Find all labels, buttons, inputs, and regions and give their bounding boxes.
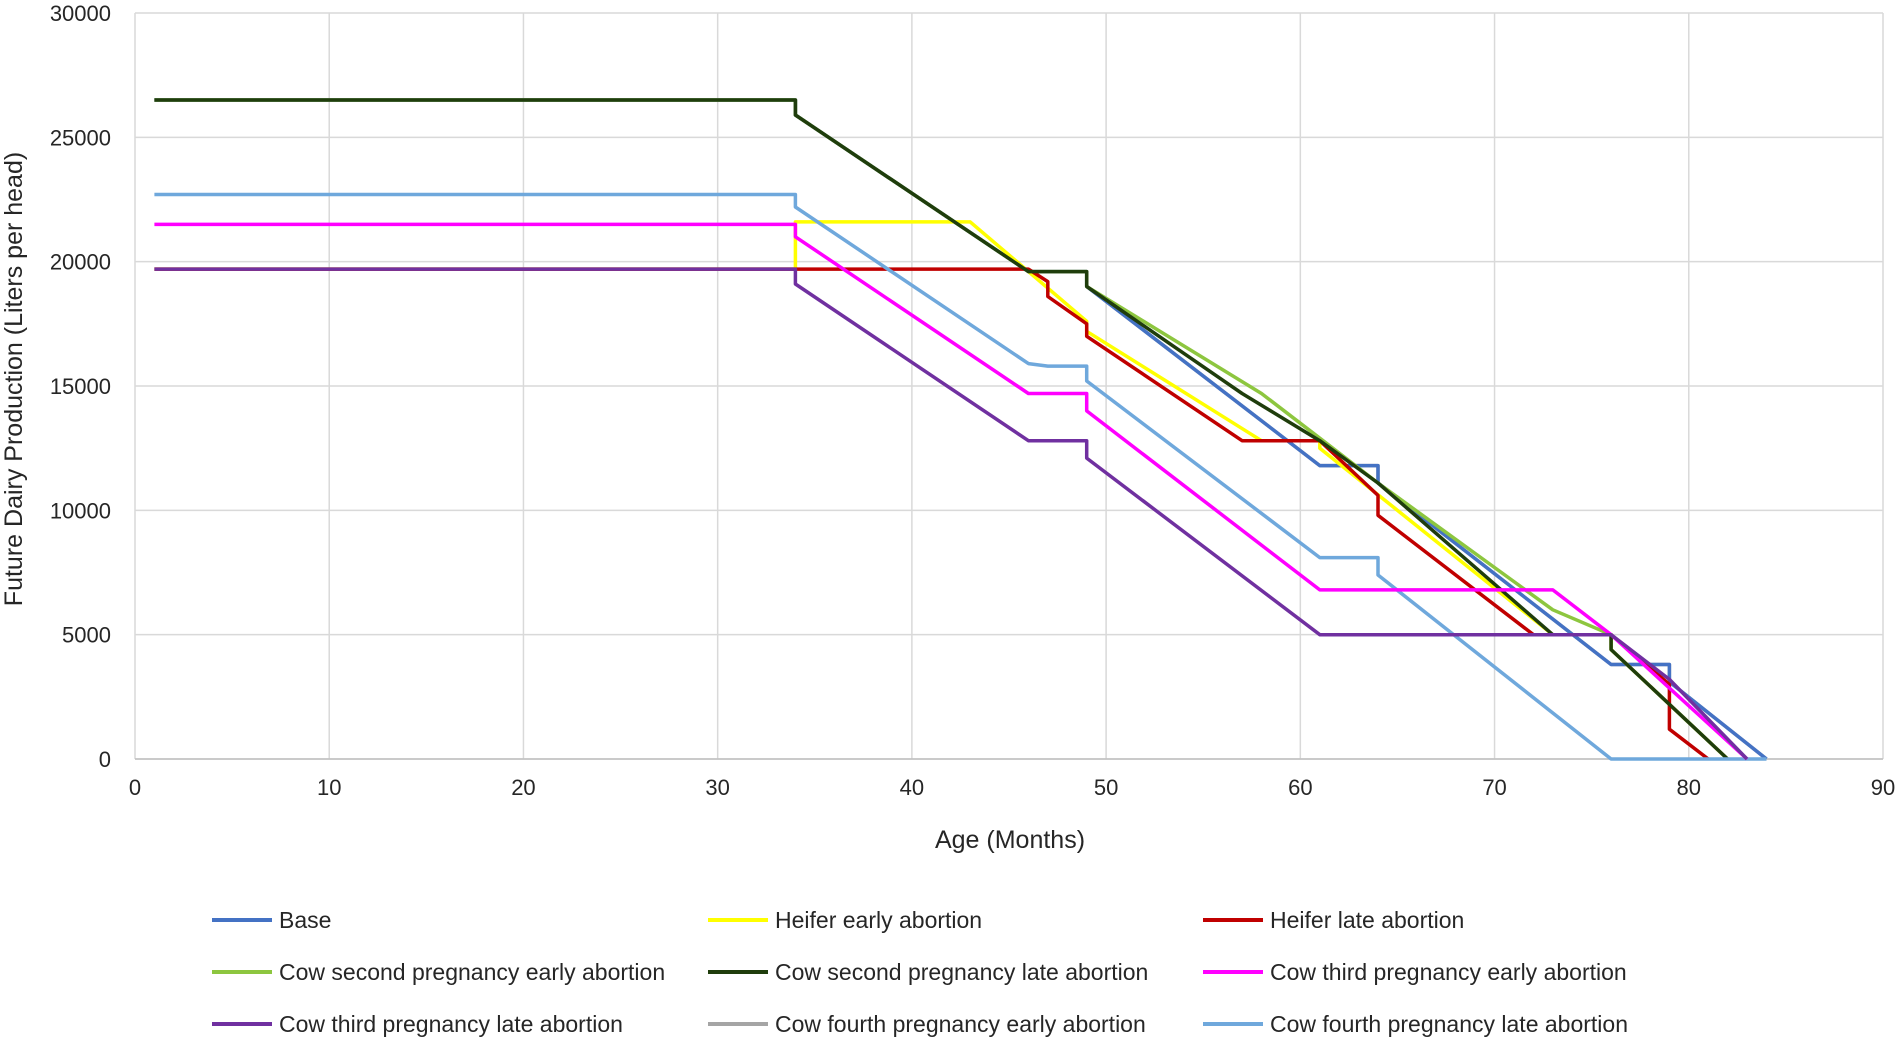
legend-item: Cow third pregnancy late abortion (212, 1011, 623, 1037)
x-tick-label: 10 (317, 775, 341, 800)
y-tick-label: 15000 (50, 374, 111, 399)
legend-item: Heifer early abortion (708, 907, 982, 933)
x-tick-label: 80 (1677, 775, 1701, 800)
legend-item: Heifer late abortion (1203, 907, 1464, 933)
series-line-cow-fourth-pregnancy-early-abortion (154, 98, 1768, 761)
series-line-cow-third-pregnancy-early-abortion (154, 222, 1749, 761)
x-tick-label: 20 (511, 775, 535, 800)
x-axis-title: Age (Months) (935, 826, 1085, 854)
y-tick-label: 30000 (50, 1, 111, 26)
series-line-cow-second-pregnancy-late-abortion (154, 98, 1729, 761)
series-line-heifer-late-abortion (154, 267, 1710, 761)
legend-item: Cow third pregnancy early abortion (1203, 959, 1627, 985)
legend-label: Heifer late abortion (1270, 907, 1464, 933)
x-tick-label: 60 (1288, 775, 1312, 800)
series-lines (154, 98, 1768, 761)
legend-item: Cow second pregnancy early abortion (212, 959, 665, 985)
x-tick-label: 30 (705, 775, 729, 800)
x-tick-label: 50 (1094, 775, 1118, 800)
legend-label: Cow second pregnancy late abortion (775, 959, 1148, 985)
x-tick-label: 40 (900, 775, 924, 800)
legend-item: Cow fourth pregnancy early abortion (708, 1011, 1146, 1037)
legend-label: Cow second pregnancy early abortion (279, 959, 665, 985)
y-axis-title: Future Dairy Production (Liters per head… (0, 152, 28, 606)
series-line-base (154, 98, 1768, 761)
y-tick-label: 20000 (50, 250, 111, 275)
y-tick-label: 25000 (50, 125, 111, 150)
x-tick-label: 0 (129, 775, 141, 800)
gridlines (134, 12, 1884, 760)
legend-item: Cow second pregnancy late abortion (708, 959, 1148, 985)
x-tick-label: 70 (1482, 775, 1506, 800)
series-line-cow-third-pregnancy-late-abortion (154, 267, 1749, 761)
series-line-heifer-early-abortion (154, 220, 1729, 761)
legend-item: Cow fourth pregnancy late abortion (1203, 1011, 1628, 1037)
series-line-cow-fourth-pregnancy-late-abortion (154, 192, 1767, 761)
y-tick-label: 10000 (50, 498, 111, 523)
x-tick-label: 90 (1871, 775, 1895, 800)
tick-labels: 0 10 20 30 40 50 60 70 80 90 0 5000 10000 15000 20000 2… (50, 1, 1895, 800)
y-tick-label: 0 (99, 747, 111, 772)
legend-label: Cow third pregnancy early abortion (1270, 959, 1627, 985)
series-line-cow-second-pregnancy-early-abortion (154, 98, 1729, 761)
legend-label: Base (279, 907, 331, 933)
legend-label: Cow fourth pregnancy late abortion (1270, 1011, 1628, 1037)
y-tick-label: 5000 (62, 623, 111, 648)
legend: Base Heifer early abortion Heifer late abo… (212, 907, 1628, 1037)
legend-item: Base (212, 907, 331, 933)
legend-label: Cow fourth pregnancy early abortion (775, 1011, 1146, 1037)
legend-label: Heifer early abortion (775, 907, 982, 933)
legend-label: Cow third pregnancy late abortion (279, 1011, 623, 1037)
